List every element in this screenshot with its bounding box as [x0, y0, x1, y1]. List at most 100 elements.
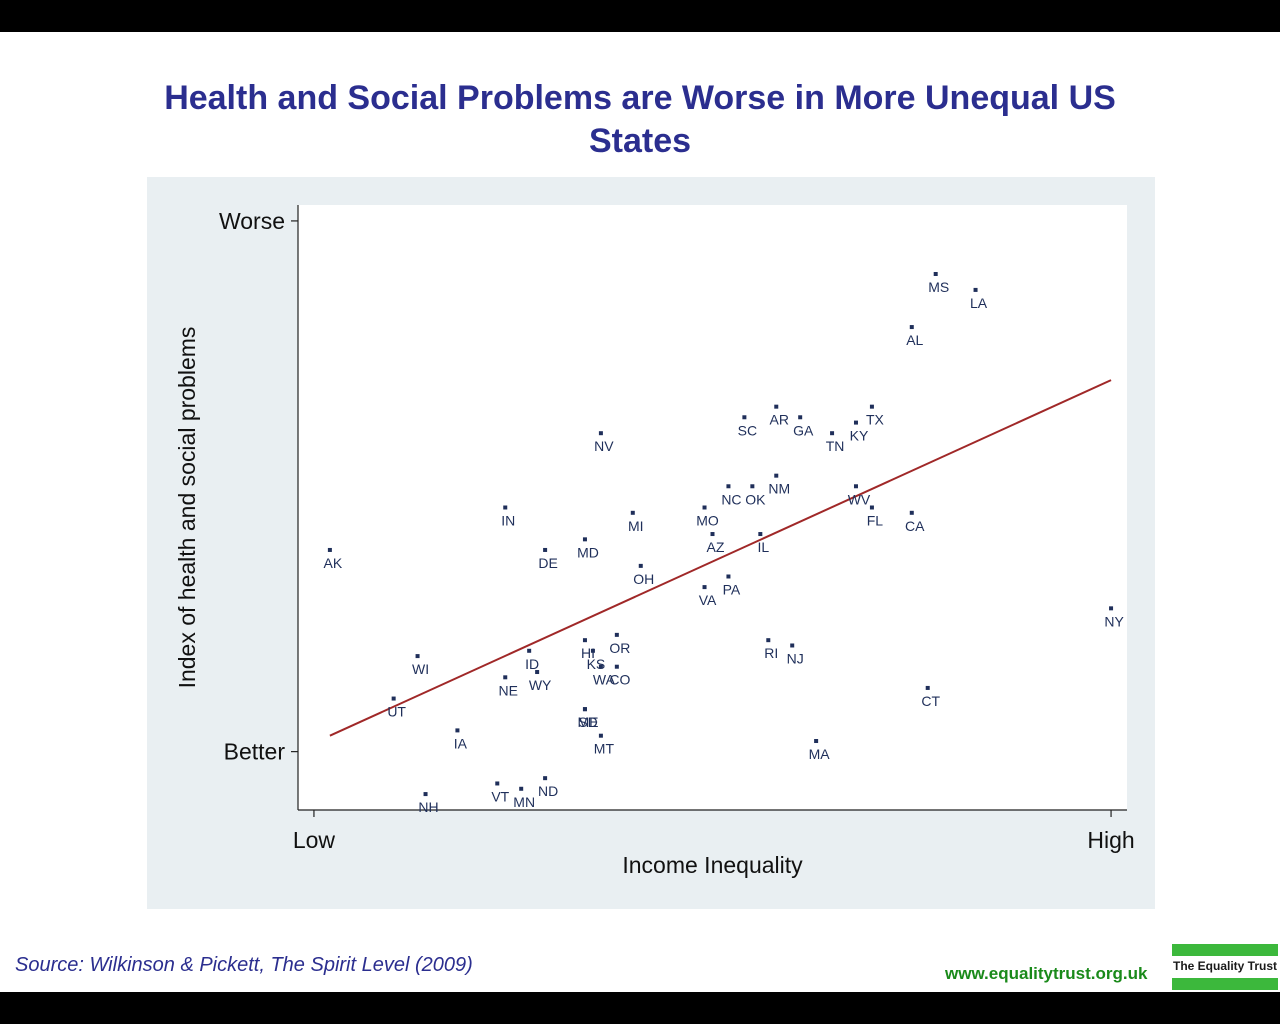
y-tick-label-worse: Worse [219, 208, 285, 234]
point-label-wa: WA [593, 672, 616, 688]
data-point-fl [869, 505, 874, 510]
data-point-in [503, 505, 508, 510]
data-point-ri [766, 638, 771, 643]
point-label-ri: RI [764, 645, 778, 661]
data-point-or [614, 632, 619, 637]
data-point-ia [455, 728, 460, 733]
point-label-wi: WI [412, 661, 429, 677]
data-point-vt [495, 781, 500, 786]
data-point-pa [726, 574, 731, 579]
data-point-md [582, 537, 587, 542]
data-point-al [909, 325, 914, 330]
data-point-ky [853, 420, 858, 425]
y-tick-label-better: Better [224, 739, 286, 765]
point-label-ne: NE [499, 682, 518, 698]
point-label-wv: WV [848, 491, 871, 507]
data-point-ks [590, 648, 595, 653]
scatter-chart: Better Worse Low High Income Inequality Index… [174, 205, 1135, 878]
data-point-az [710, 532, 715, 537]
point-label-al: AL [906, 332, 923, 348]
data-point-ne [503, 675, 508, 680]
title-line-2: States [588, 122, 692, 160]
data-point-va [702, 585, 707, 590]
data-point-sc [742, 415, 747, 420]
point-label-nm: NM [768, 481, 790, 497]
point-label-de: DE [538, 555, 557, 571]
trend-line [329, 379, 1112, 737]
point-label-mn: MN [513, 794, 535, 810]
point-label-mi: MI [628, 518, 644, 534]
equality-trust-logo: The Equality Trust [1172, 944, 1278, 990]
data-point-wv [853, 484, 858, 489]
data-point-ny [1109, 606, 1114, 611]
data-point-nc [726, 484, 731, 489]
data-point-nv [598, 431, 603, 436]
data-point-nj [790, 643, 795, 648]
logo-bar-bottom [1172, 978, 1278, 990]
logo-bar-top [1172, 944, 1278, 956]
data-point-ar [774, 404, 779, 409]
logo-text: The Equality Trust [1172, 959, 1277, 973]
point-label-sd: SD [578, 714, 597, 730]
point-label-ak: AK [324, 555, 343, 571]
point-label-tx: TX [866, 412, 885, 428]
chart-panel: Better Worse Low High Income Inequality Index… [147, 177, 1155, 909]
point-label-id: ID [525, 656, 539, 672]
data-point-ma [814, 739, 819, 744]
point-label-ky: KY [850, 428, 869, 444]
slide: Health and Social Problems are Worse in … [0, 32, 1280, 992]
point-label-ks: KS [587, 656, 606, 672]
data-point-hi [582, 638, 587, 643]
data-point-wa [598, 664, 603, 669]
data-point-ms [933, 271, 938, 276]
data-point-ca [909, 510, 914, 515]
data-point-mn [519, 786, 524, 791]
plot-area [298, 205, 1127, 810]
point-label-pa: PA [723, 581, 741, 597]
y-axis-label: Index of health and social problems [174, 327, 200, 689]
point-label-or: OR [609, 640, 630, 656]
point-label-nh: NH [418, 799, 438, 815]
point-label-nc: NC [721, 491, 741, 507]
point-label-va: VA [699, 592, 717, 608]
point-label-la: LA [970, 295, 988, 311]
x-tick-label-high: High [1087, 827, 1134, 853]
point-label-nj: NJ [787, 650, 804, 666]
point-label-sc: SC [738, 422, 757, 438]
point-label-md: MD [577, 544, 599, 560]
data-point-co [614, 664, 619, 669]
data-point-ct [925, 685, 930, 690]
data-point-tx [869, 404, 874, 409]
data-point-id [527, 648, 532, 653]
data-point-mi [630, 510, 635, 515]
point-label-nv: NV [594, 438, 614, 454]
website-link[interactable]: www.equalitytrust.org.uk [945, 964, 1148, 983]
point-label-vt: VT [491, 788, 509, 804]
data-point-me [582, 707, 587, 712]
point-label-ok: OK [745, 491, 766, 507]
point-label-co: CO [609, 672, 630, 688]
data-point-de [543, 547, 548, 552]
point-label-ar: AR [770, 412, 789, 428]
point-label-az: AZ [707, 539, 725, 555]
point-label-il: IL [757, 539, 769, 555]
data-point-oh [638, 563, 643, 568]
point-label-ma: MA [809, 746, 831, 762]
point-label-ga: GA [793, 422, 814, 438]
data-point-il [758, 532, 763, 537]
point-label-wy: WY [529, 677, 552, 693]
point-label-fl: FL [867, 513, 884, 529]
data-point-la [973, 287, 978, 292]
data-point-mo [702, 505, 707, 510]
point-label-ia: IA [454, 735, 468, 751]
data-point-ut [391, 696, 396, 701]
data-point-nh [423, 792, 428, 797]
data-point-ok [750, 484, 755, 489]
point-label-ny: NY [1104, 613, 1124, 629]
point-label-mo: MO [696, 513, 719, 529]
point-label-ms: MS [928, 279, 949, 295]
x-axis-label: Income Inequality [622, 852, 803, 878]
point-label-me: ME [577, 714, 598, 730]
point-label-ca: CA [905, 518, 925, 534]
data-point-wy [535, 670, 540, 675]
